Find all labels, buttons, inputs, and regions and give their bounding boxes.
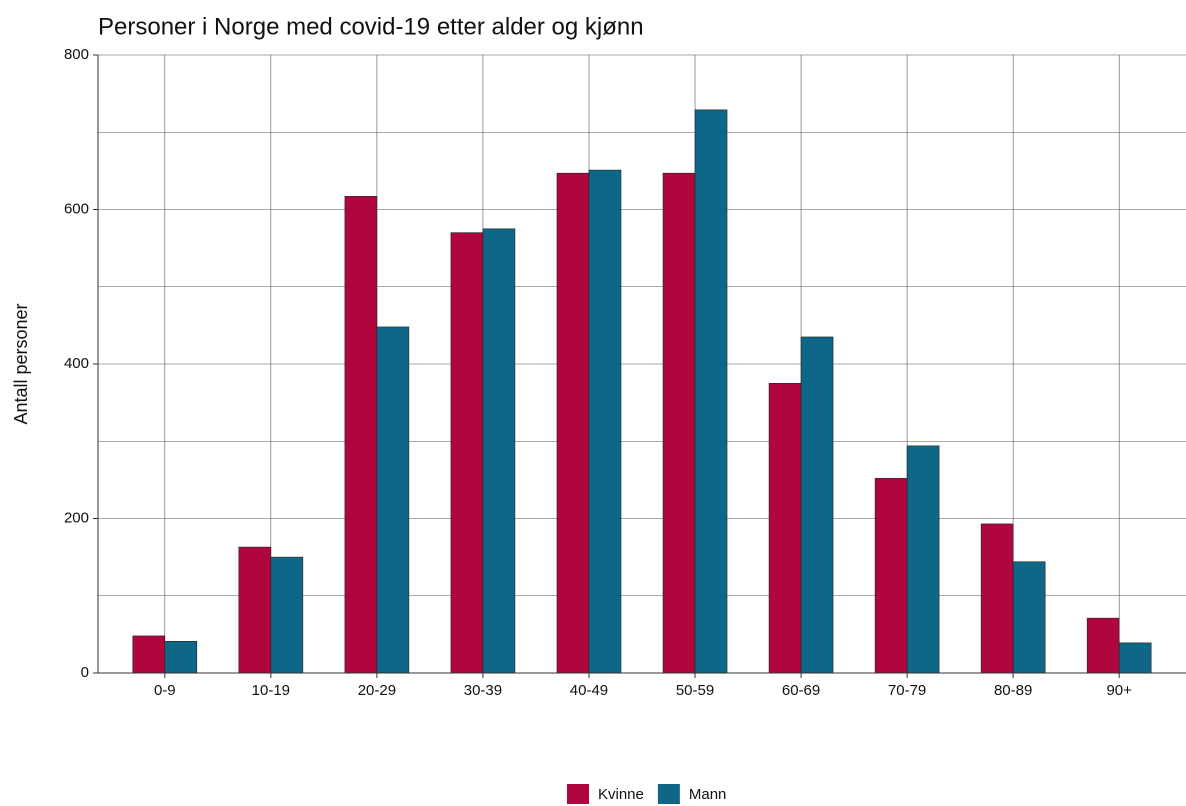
x-tick-label: 0-9 [154,682,176,699]
chart-title: Personer i Norge med covid-19 etter alde… [98,13,644,40]
bar [164,641,198,674]
x-tick-label: 50-59 [676,682,714,699]
x-tick-label: 80-89 [994,682,1032,699]
bar [906,445,940,674]
y-axis-label: Antall personer [11,303,31,424]
legend-swatch [567,784,589,804]
bar [376,326,410,674]
x-tick-label: 40-49 [570,682,608,699]
bar [556,172,590,674]
y-tick-label: 0 [81,664,89,681]
x-tick-label: 20-29 [358,682,396,699]
legend-label: Mann [689,786,727,803]
bar [980,523,1014,674]
bar [800,336,834,674]
x-tick-label: 60-69 [782,682,820,699]
bar [768,383,802,674]
bar [450,232,484,674]
bar [1086,617,1120,674]
legend-label: Kvinne [598,786,644,803]
x-tick-label: 90+ [1106,682,1132,699]
bar [1118,642,1152,674]
bar [482,228,516,674]
bar [1012,561,1046,674]
bar [132,635,166,674]
x-tick-label: 70-79 [888,682,926,699]
y-tick-label: 600 [64,200,89,217]
y-tick-label: 200 [64,509,89,526]
y-tick-label: 400 [64,355,89,372]
x-tick-label: 30-39 [464,682,502,699]
bar [270,556,304,674]
bar [238,546,272,674]
bar [344,196,378,674]
bar [588,169,622,674]
y-tick-label: 800 [64,46,89,63]
bar [694,109,728,674]
bar [662,172,696,674]
bar [874,478,908,674]
legend-swatch [657,784,680,804]
x-tick-label: 10-19 [252,682,290,699]
